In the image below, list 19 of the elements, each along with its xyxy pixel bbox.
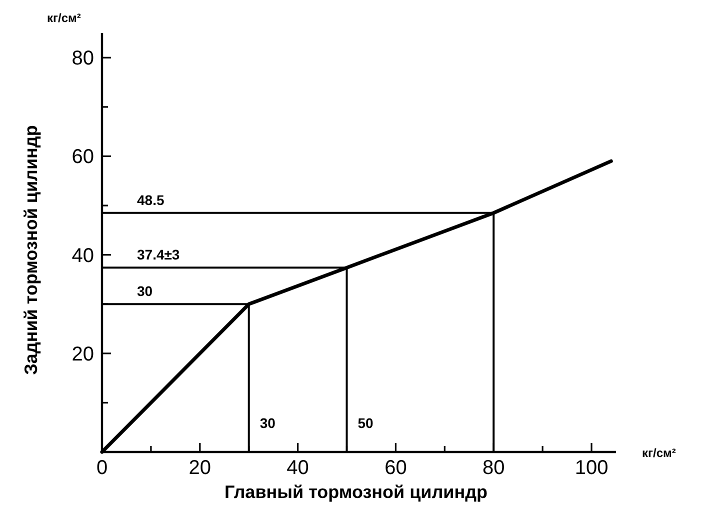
x-tick-label: 80 bbox=[482, 457, 505, 479]
text: кг/см² bbox=[642, 446, 676, 460]
ref-line-label: 37.4±3 bbox=[137, 246, 180, 263]
y-tick-label: 40 bbox=[72, 244, 94, 267]
x-tick-label: 20 bbox=[188, 457, 212, 479]
text: кг/см² bbox=[47, 11, 81, 25]
ref-line-label: 50 bbox=[358, 415, 374, 431]
y-axis-title: Задний тормозной цилиндр bbox=[21, 125, 41, 375]
ref-line-label: 30 bbox=[260, 415, 276, 431]
x-tick-label: 0 bbox=[96, 457, 108, 479]
ref-line-label: 48.5 bbox=[137, 192, 164, 208]
y-tick-label: 80 bbox=[72, 48, 94, 70]
y-tick-label: 60 bbox=[72, 146, 94, 168]
y-tick-label: 20 bbox=[72, 343, 94, 366]
x-tick-label: 60 bbox=[384, 457, 407, 479]
x-tick-label: 40 bbox=[286, 457, 309, 479]
x-axis-title: Главный тормозной цилиндр bbox=[224, 482, 488, 502]
ref-line-label: 30 bbox=[137, 283, 153, 300]
x-tick-label: 100 bbox=[574, 457, 608, 479]
